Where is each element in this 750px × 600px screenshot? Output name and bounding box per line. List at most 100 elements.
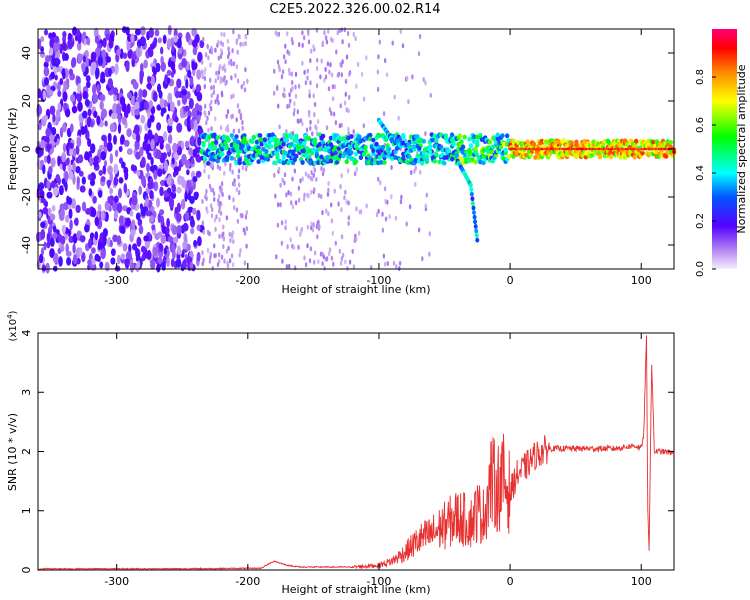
heatmap-cell (109, 239, 113, 248)
heatmap-cell (204, 52, 208, 58)
heatmap-cell (195, 36, 200, 43)
heatmap-cell (324, 66, 327, 72)
heatmap-cell (99, 261, 104, 269)
heatmap-cell (243, 260, 247, 266)
heatmap-cell (224, 161, 227, 167)
heatmap-cell (180, 140, 185, 151)
heatmap-cell (87, 259, 92, 266)
heatmap-cell (85, 208, 92, 215)
heatmap-cell (76, 137, 82, 148)
heatmap-cell (131, 165, 137, 172)
heatmap-cell (85, 75, 91, 83)
heatmap-cell (339, 260, 343, 266)
heatmap-cell (204, 103, 207, 109)
heatmap-cell (151, 224, 156, 231)
heatmap-cell (240, 84, 243, 90)
heatmap-cell (203, 70, 206, 76)
heatmap-cell (240, 143, 245, 149)
heatmap-cell (473, 224, 478, 229)
heatmap-cell (206, 161, 211, 166)
heatmap-cell (163, 247, 168, 255)
heatmap-cell (215, 158, 220, 164)
heatmap-cell (40, 139, 46, 149)
heatmap-cell (223, 63, 226, 69)
heatmap-cell (297, 197, 301, 203)
heatmap-cell (256, 145, 261, 151)
heatmap-cell (57, 102, 62, 111)
heatmap-cell (616, 138, 622, 144)
heatmap-cell (170, 258, 175, 268)
heatmap-cell (81, 32, 85, 44)
heatmap-cell (46, 154, 51, 164)
heatmap-cell (634, 138, 639, 144)
heatmap-cell (421, 138, 426, 144)
heatmap-cell (232, 29, 235, 35)
heatmap-cell (316, 160, 321, 166)
heatmap-cell (307, 29, 310, 34)
heatmap-cell (139, 147, 144, 157)
heatmap-cell (40, 228, 46, 240)
heatmap-cell (362, 96, 366, 102)
heatmap-cell (308, 93, 311, 99)
heatmap-cell (313, 112, 316, 118)
heatmap-cell (93, 155, 99, 163)
heatmap-cell (229, 162, 232, 168)
heatmap-cell (312, 172, 315, 178)
heatmap-cell (191, 107, 198, 118)
heatmap-cell (250, 139, 255, 145)
heatmap-cell (207, 174, 211, 180)
heatmap-cell (77, 154, 84, 164)
heatmap-cell (390, 194, 393, 200)
heatmap-cell (64, 171, 69, 182)
heatmap-cell (117, 187, 123, 199)
heatmap-cell (473, 219, 478, 225)
heatmap-cell (166, 187, 172, 194)
heatmap-cell (52, 232, 58, 239)
heatmap-cell (235, 139, 241, 145)
heatmap-cell (472, 210, 476, 216)
heatmap-cell (323, 265, 326, 271)
heatmap-cell (100, 210, 105, 221)
heatmap-cell (388, 214, 391, 220)
heatmap-cell (176, 146, 183, 156)
heatmap-cell (294, 71, 298, 77)
heatmap-cell (90, 51, 97, 62)
heatmap-cell (49, 237, 55, 248)
heatmap-cell (197, 235, 202, 247)
heatmap-cell (311, 131, 314, 137)
heatmap-cell (138, 88, 143, 100)
heatmap-cell (421, 256, 424, 262)
heatmap-cell (391, 40, 394, 46)
heatmap-cell (71, 105, 78, 114)
heatmap-cell (90, 247, 96, 254)
heatmap-cell (84, 124, 88, 134)
heatmap-cell (357, 134, 362, 140)
x-tick-label: -200 (235, 274, 260, 287)
heatmap-cell (196, 224, 201, 231)
heatmap-cell (495, 132, 500, 138)
heatmap-cell (207, 143, 212, 148)
heatmap-cell (184, 191, 188, 202)
heatmap-cell (597, 154, 603, 160)
heatmap-cell (317, 259, 320, 265)
heatmap-cell (40, 46, 45, 53)
heatmap-cell (221, 231, 225, 237)
heatmap-cell (399, 29, 402, 35)
heatmap-cell (327, 187, 330, 193)
heatmap-cell (205, 120, 208, 126)
heatmap-cell (185, 78, 189, 89)
heatmap-cell (146, 82, 153, 90)
heatmap-cell (382, 253, 386, 259)
heatmap-cell (294, 84, 297, 90)
heatmap-cell (120, 225, 125, 234)
heatmap-cell (214, 99, 217, 105)
heatmap-cell (129, 210, 134, 217)
heatmap-cell (156, 122, 162, 131)
heatmap-cell (136, 260, 141, 269)
heatmap-cell (164, 74, 169, 85)
heatmap-cell (503, 147, 508, 153)
heatmap-cell (345, 199, 348, 205)
heatmap-cell (242, 136, 247, 142)
heatmap-cell (313, 259, 316, 265)
heatmap-cell (184, 105, 190, 112)
